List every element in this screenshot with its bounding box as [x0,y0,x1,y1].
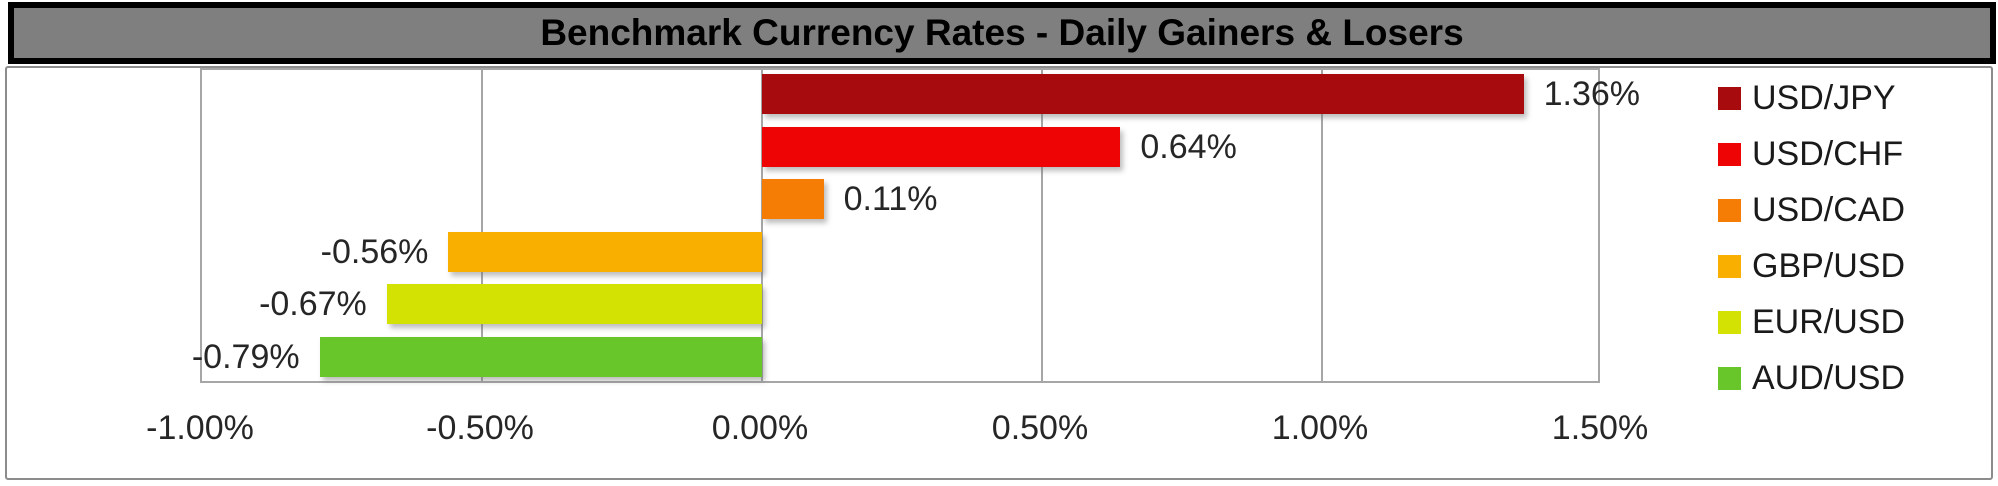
legend-swatch-icon [1718,198,1741,222]
x-tick-label: 1.50% [1551,409,1649,447]
bar-value-label: -0.56% [320,232,429,271]
x-tick-label: 0.00% [711,409,809,447]
legend-item-usd-jpy: USD/JPY [1718,78,1978,118]
legend-label: USD/CAD [1752,190,1906,229]
legend-swatch-icon [1718,254,1741,278]
bar-eur-usd [386,284,762,325]
legend-swatch-icon [1718,142,1741,166]
chart-title-bar: Benchmark Currency Rates - Daily Gainers… [8,2,1996,64]
legend-swatch-icon [1718,366,1741,390]
x-tick-label: -1.00% [146,409,254,447]
legend-swatch-icon [1718,310,1741,334]
legend-label: AUD/USD [1752,358,1906,397]
chart-title: Benchmark Currency Rates - Daily Gainers… [540,12,1464,53]
bar-gbp-usd [448,231,762,272]
legend-label: EUR/USD [1752,302,1906,341]
gridline [1321,70,1323,381]
x-tick-label: 0.50% [991,409,1089,447]
gridline [1041,70,1043,381]
legend-swatch-icon [1718,86,1741,110]
legend-item-eur-usd: EUR/USD [1718,302,1978,342]
legend-item-usd-cad: USD/CAD [1718,190,1978,230]
bar-usd-jpy [762,74,1524,115]
bar-aud-usd [319,336,762,377]
bar-value-label: -0.67% [259,285,367,324]
x-tick-label: -0.50% [426,409,534,447]
x-tick-label: 1.00% [1271,409,1369,447]
legend-label: GBP/USD [1752,246,1906,285]
gridline [761,70,763,381]
bar-value-label: -0.79% [191,337,300,376]
legend-label: USD/CHF [1752,134,1904,173]
bar-usd-chf [762,126,1121,167]
x-axis: -1.00% -0.50% 0.00% 0.50% 1.00% 1.50% [146,406,1648,450]
legend-item-usd-chf: USD/CHF [1718,134,1978,174]
legend-item-aud-usd: AUD/USD [1718,358,1978,398]
bar-value-label: 0.11% [843,180,938,219]
legend-item-gbp-usd: GBP/USD [1718,246,1978,286]
gridline [481,70,483,381]
bar-value-label: 1.36% [1543,75,1640,114]
plot-area: 1.36% 0.64% 0.11% -0.56% -0.67% -0.79% [192,68,1640,383]
bar-value-label: 0.64% [1140,127,1237,166]
legend: USD/JPY USD/CHF USD/CAD GBP/USD EUR/USD AUD/U… [1718,78,1978,414]
legend-label: USD/JPY [1752,78,1896,117]
bar-usd-cad [762,179,824,220]
